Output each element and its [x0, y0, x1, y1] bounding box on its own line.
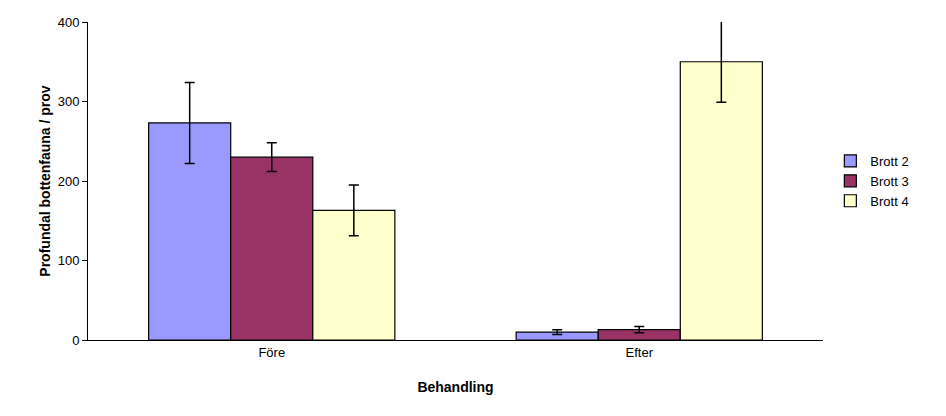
- svg-text:100: 100: [58, 253, 80, 268]
- svg-text:Efter: Efter: [626, 345, 654, 360]
- svg-text:Före: Före: [258, 345, 285, 360]
- svg-text:200: 200: [58, 174, 80, 189]
- svg-text:0: 0: [72, 333, 79, 348]
- svg-text:Brott 3: Brott 3: [870, 174, 908, 189]
- svg-text:Brott 2: Brott 2: [870, 154, 908, 169]
- svg-text:400: 400: [58, 15, 80, 30]
- svg-text:Brott 4: Brott 4: [870, 194, 908, 209]
- svg-text:Behandling: Behandling: [417, 379, 493, 395]
- svg-text:Profundal bottenfauna / prov: Profundal bottenfauna / prov: [37, 85, 53, 277]
- svg-text:300: 300: [58, 94, 80, 109]
